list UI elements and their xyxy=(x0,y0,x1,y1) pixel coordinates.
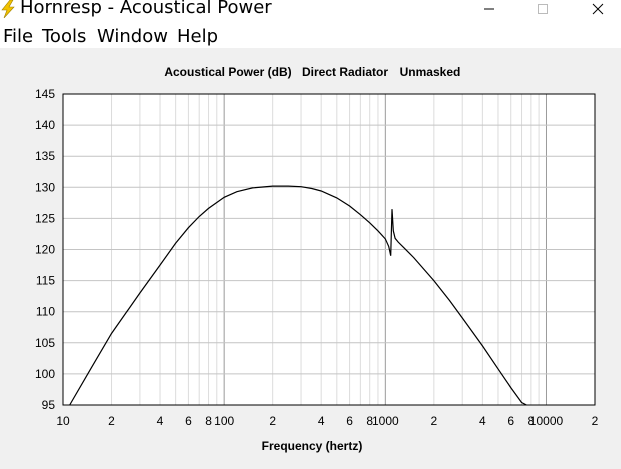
plot-frame xyxy=(62,93,596,406)
maximize-icon xyxy=(538,4,548,14)
minimize-icon xyxy=(484,8,494,10)
y-tick-label: 125 xyxy=(35,211,55,225)
chart-title-mode: Direct Radiator xyxy=(302,65,388,79)
chart-title-quantity: Acoustical Power (dB) xyxy=(164,65,291,79)
lightning-icon xyxy=(1,0,15,18)
x-tick-label: 1000 xyxy=(372,414,399,428)
menu-window[interactable]: Window xyxy=(97,26,168,47)
y-tick-label: 95 xyxy=(42,398,56,412)
y-tick-label: 100 xyxy=(35,367,55,381)
maximize-button[interactable] xyxy=(520,0,566,18)
x-tick-label: 6 xyxy=(185,414,192,428)
x-tick-label: 100 xyxy=(214,414,234,428)
menu-tools[interactable]: Tools xyxy=(42,26,87,47)
series-line xyxy=(69,185,527,406)
menu-file[interactable]: File xyxy=(3,26,34,47)
x-tick-label: 2 xyxy=(592,414,599,428)
chart-title-mask: Unmasked xyxy=(400,65,461,79)
x-tick-label: 4 xyxy=(157,414,164,428)
x-tick-label: 8 xyxy=(366,414,373,428)
menu-bar: File Tools Window Help xyxy=(0,24,621,48)
y-tick-label: 145 xyxy=(35,87,55,101)
x-axis-label: Frequency (hertz) xyxy=(262,439,363,453)
x-tick-label: 6 xyxy=(507,414,514,428)
menu-help[interactable]: Help xyxy=(177,26,219,47)
x-tick-label: 10 xyxy=(56,414,70,428)
x-tick-label: 10000 xyxy=(530,414,564,428)
window-title: Hornresp - Acoustical Power xyxy=(20,0,272,18)
y-tick-label: 105 xyxy=(35,336,55,350)
y-tick-label: 115 xyxy=(36,274,55,288)
x-tick-label: 2 xyxy=(269,414,276,428)
close-button[interactable] xyxy=(575,0,621,18)
x-tick-label: 2 xyxy=(108,414,115,428)
x-tick-label: 2 xyxy=(430,414,437,428)
y-tick-label: 135 xyxy=(35,149,55,163)
y-tick-label: 130 xyxy=(35,180,55,194)
x-tick-label: 8 xyxy=(205,414,212,428)
y-tick-label: 140 xyxy=(35,118,55,132)
x-tick-label: 4 xyxy=(479,414,486,428)
acoustical-power-chart: Acoustical Power (dB) Direct Radiator Un… xyxy=(35,65,599,453)
close-icon xyxy=(592,3,604,15)
y-tick-labels: 95 100 105 110 115 120 125 130 135 140 145 xyxy=(35,87,55,412)
x-tick-label: 4 xyxy=(318,414,325,428)
minimize-button[interactable] xyxy=(466,0,512,18)
y-tick-label: 120 xyxy=(35,243,55,257)
x-tick-label: 8 xyxy=(528,414,535,428)
x-tick-label: 6 xyxy=(346,414,353,428)
y-tick-label: 110 xyxy=(36,305,55,319)
title-bar: Hornresp - Acoustical Power xyxy=(0,0,621,20)
